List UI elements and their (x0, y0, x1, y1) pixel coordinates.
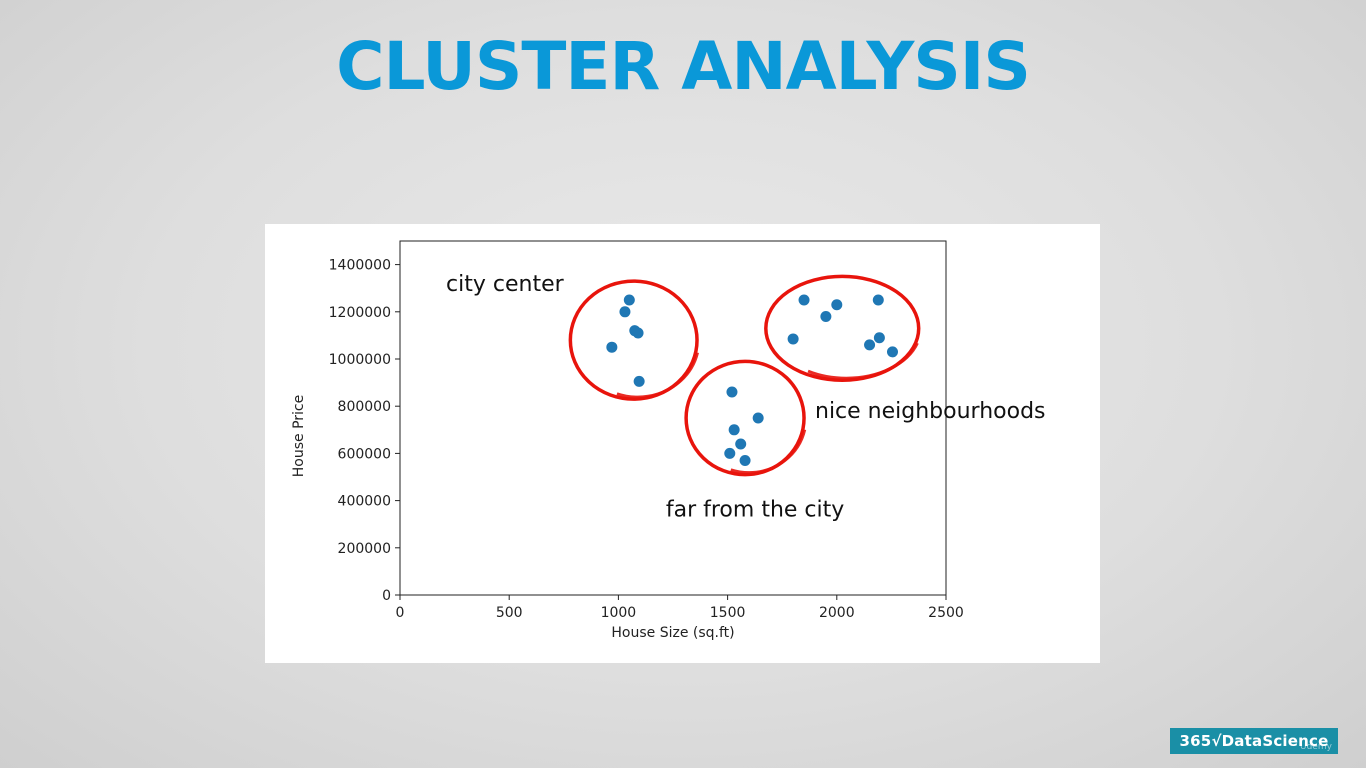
slide-title: CLUSTER ANALYSIS (336, 28, 1031, 105)
data-point (728, 424, 740, 436)
y-axis-ticks: 0 200000 400000 600000 800000 1000000 1200000 1… (329, 258, 400, 604)
data-point (886, 346, 898, 358)
data-point (787, 333, 799, 345)
data-point (873, 332, 885, 344)
x-tick-label: 2000 (819, 605, 855, 621)
y-tick-label: 800000 (338, 399, 391, 415)
y-tick-label: 1000000 (329, 352, 391, 368)
data-point (864, 339, 876, 351)
cluster-brush-stroke (690, 361, 808, 475)
chart-card: 0 200000 400000 600000 800000 1000000 1200000 1… (265, 224, 1100, 663)
cluster-annotation: nice neighbourhoods (815, 399, 1046, 424)
cluster-annotations: city center far from the city nice neighbo… (446, 272, 1045, 523)
cluster-outline (684, 359, 806, 477)
data-point (820, 311, 832, 323)
y-tick-label: 600000 (338, 446, 391, 462)
y-tick-label: 1200000 (329, 305, 391, 321)
y-tick-label: 0 (382, 588, 391, 604)
x-tick-label: 2500 (928, 605, 964, 621)
data-point (752, 412, 764, 424)
x-axis-ticks: 0 500 1000 1500 2000 2500 (396, 595, 964, 621)
data-point (632, 327, 644, 339)
scatter-chart: 0 200000 400000 600000 800000 1000000 1200000 1… (291, 240, 1046, 641)
x-axis-label: House Size (sq.ft) (611, 625, 734, 641)
data-point (798, 294, 810, 306)
x-tick-label: 0 (396, 605, 405, 621)
data-point (724, 447, 736, 459)
x-tick-label: 1500 (710, 605, 746, 621)
y-tick-label: 400000 (338, 494, 391, 510)
cluster-circles (568, 274, 923, 477)
data-point (606, 341, 618, 353)
cluster-circle (568, 279, 701, 401)
y-tick-label: 200000 (338, 541, 391, 557)
brand-badge: 365√DataScience (1170, 728, 1338, 754)
y-tick-label: 1400000 (329, 258, 391, 274)
cluster-brush-stroke (574, 281, 701, 399)
cluster-circle (764, 274, 923, 382)
data-point (633, 375, 645, 387)
udemy-watermark: Udemy (1300, 742, 1332, 752)
data-point (726, 386, 738, 398)
cluster-annotation: far from the city (666, 498, 844, 523)
cluster-outline (568, 279, 699, 401)
data-point (623, 294, 635, 306)
data-point (735, 438, 747, 450)
cluster-annotation: city center (446, 272, 565, 297)
x-tick-label: 1000 (601, 605, 637, 621)
x-tick-label: 500 (496, 605, 523, 621)
cluster-outline (764, 274, 921, 382)
data-point (619, 306, 631, 318)
plot-area (399, 240, 947, 596)
data-points (606, 294, 898, 466)
cluster-brush-stroke (770, 276, 923, 380)
data-point (872, 294, 884, 306)
cluster-circle (684, 359, 808, 477)
y-axis-label: House Price (291, 395, 307, 477)
data-point (831, 299, 843, 311)
data-point (739, 454, 751, 466)
